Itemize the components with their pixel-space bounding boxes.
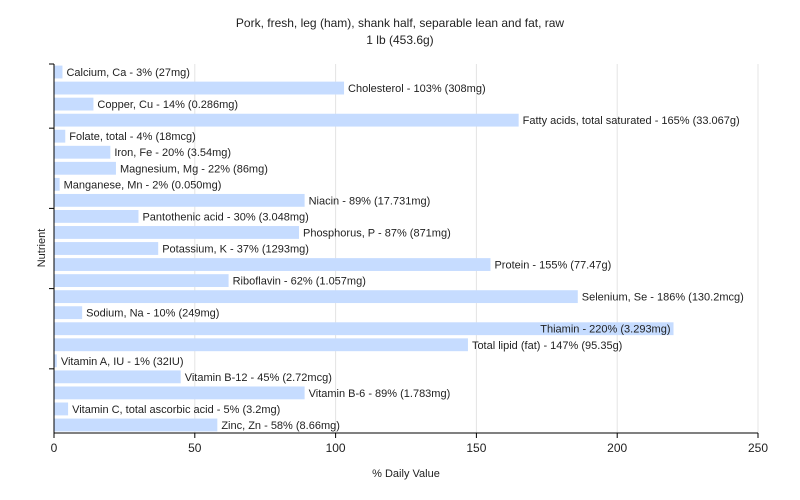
bar-label: Vitamin B-12 - 45% (2.72mcg): [185, 372, 332, 384]
bar-label: Potassium, K - 37% (1293mg): [162, 244, 309, 256]
x-tick-label: 100: [326, 441, 346, 455]
bar: [54, 290, 578, 304]
bar-label: Pantothenic acid - 30% (3.048mg): [142, 211, 308, 223]
bar: [54, 242, 159, 255]
bar: [54, 209, 139, 223]
chart-title: Pork, fresh, leg (ham), shank half, sepa…: [236, 16, 565, 30]
bar: [54, 129, 66, 143]
bar: [54, 97, 94, 111]
bar: [54, 145, 111, 159]
x-tick-label: 250: [748, 441, 768, 455]
bar-label: Phosphorus, P - 87% (871mg): [303, 227, 451, 239]
bar-label: Protein - 155% (77.47g): [494, 260, 611, 272]
bars-group: Calcium, Ca - 3% (27mg) Cholesterol - 103…: [54, 65, 744, 432]
bar: [54, 193, 305, 207]
bar-label: Zinc, Zn - 58% (8.66mg): [221, 420, 340, 432]
bar: [54, 306, 83, 320]
bar-label: Magnesium, Mg - 22% (86mg): [120, 163, 268, 175]
bar-label: Niacin - 89% (17.731mg): [309, 195, 431, 207]
bar: [54, 177, 60, 191]
bar-label: Fatty acids, total saturated - 165% (33.…: [523, 115, 740, 127]
axes-group: 0 50 100 150 200 250: [49, 63, 768, 455]
bar-label: Total lipid (fat) - 147% (95.35g): [472, 340, 622, 352]
bar: [54, 402, 69, 416]
y-axis-label: Nutrient: [36, 229, 48, 268]
bar-label: Sodium, Na - 10% (249mg): [86, 308, 219, 320]
bar: [54, 338, 468, 352]
bar-label: Selenium, Se - 186% (130.2mcg): [582, 292, 744, 304]
bar: [54, 81, 345, 95]
bar: [54, 322, 674, 336]
bar: [54, 354, 57, 368]
bar: [54, 386, 305, 400]
x-tick-label: 50: [188, 441, 202, 455]
bar-label: Iron, Fe - 20% (3.54mg): [114, 147, 231, 159]
bar-label: Vitamin A, IU - 1% (32IU): [61, 356, 184, 368]
bar-label: Copper, Cu - 14% (0.286mg): [97, 99, 238, 111]
bar-label: Cholesterol - 103% (308mg): [348, 83, 486, 95]
bar: [54, 226, 299, 239]
bar: [54, 161, 116, 175]
bar: [54, 113, 519, 127]
bar: [54, 370, 181, 384]
bar-label: Riboflavin - 62% (1.057mg): [233, 276, 366, 288]
bar-label: Manganese, Mn - 2% (0.050mg): [64, 179, 222, 191]
bar: [54, 65, 63, 79]
bar-label: Folate, total - 4% (18mcg): [69, 131, 196, 143]
bar-label: Calcium, Ca - 3% (27mg): [66, 67, 189, 79]
chart-subtitle: 1 lb (453.6g): [366, 33, 433, 47]
x-tick-label: 150: [466, 441, 486, 455]
bar: [54, 258, 491, 271]
bar-label: Thiamin - 220% (3.293mg): [540, 324, 670, 336]
bar: [54, 418, 218, 432]
bar-label: Vitamin B-6 - 89% (1.783mg): [309, 388, 451, 400]
x-axis-label: % Daily Value: [372, 468, 440, 480]
bar: [54, 274, 229, 288]
x-tick-label: 200: [607, 441, 627, 455]
bar-label: Vitamin C, total ascorbic acid - 5% (3.2…: [72, 404, 280, 416]
x-tick-label: 0: [51, 441, 58, 455]
